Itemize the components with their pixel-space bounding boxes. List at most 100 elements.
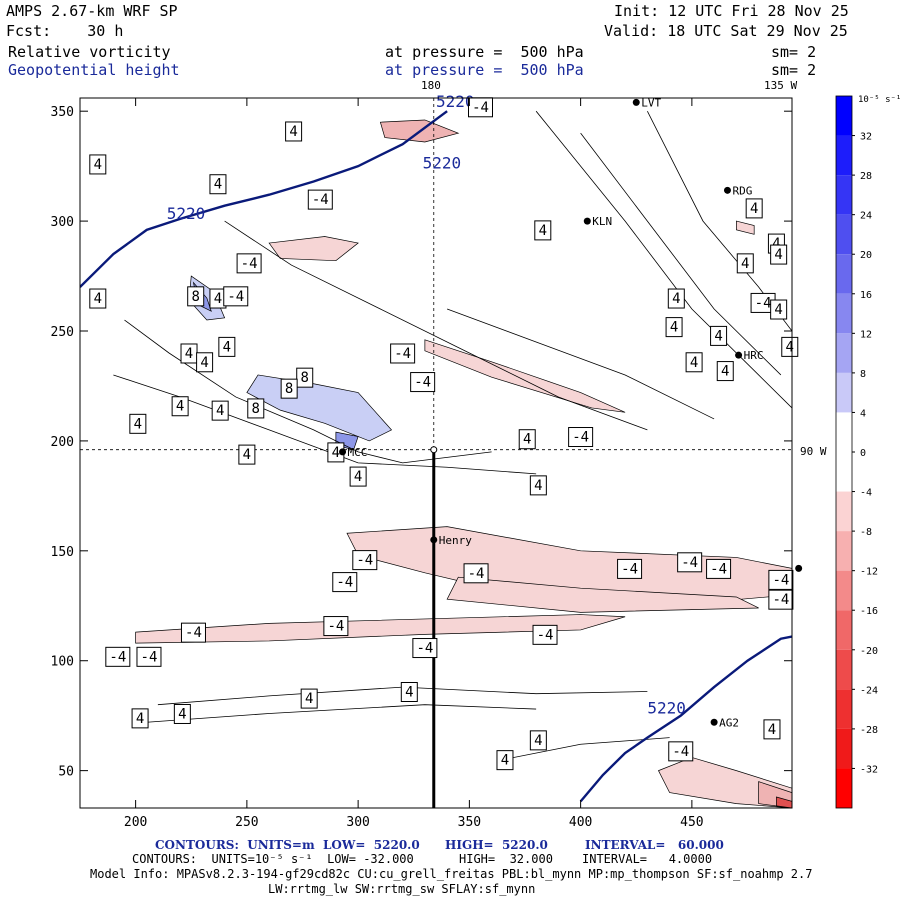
vorticity-label-box xyxy=(770,299,788,320)
vorticity-label-text: 4 xyxy=(523,432,531,448)
y-tick-label: 100 xyxy=(51,655,74,670)
colorbar-segment xyxy=(836,333,852,373)
vorticity-label-text: 4 xyxy=(539,223,547,239)
vorticity-label: 4 xyxy=(400,681,418,702)
vorticity-label: -4 xyxy=(236,253,262,274)
vorticity-label-text: 4 xyxy=(243,447,251,463)
vorticity-label: 4 xyxy=(238,444,256,465)
vorticity-label-text: -4 xyxy=(241,256,258,272)
vorticity-label-text: 4 xyxy=(721,364,729,380)
colorbar-segment xyxy=(836,491,852,532)
x-tick-label: 250 xyxy=(235,815,258,830)
colorbar-segment xyxy=(836,728,852,769)
vorticity-label-text: -4 xyxy=(472,100,489,116)
vorticity-label-box xyxy=(211,400,229,421)
vorticity-label: 4 xyxy=(209,174,227,195)
y-tick-label: 300 xyxy=(51,215,74,230)
height-contour-info-low: CONTOURS: UNITS=m LOW= 5220.0 xyxy=(155,838,420,852)
vorticity-label-box xyxy=(716,361,734,382)
vorticity-band-negative xyxy=(446,576,759,613)
colorbar-segment xyxy=(836,570,852,611)
vorticity-label: 4 xyxy=(131,708,149,729)
vorticity-label: 4 xyxy=(327,442,345,463)
vorticity-label: 4 xyxy=(763,719,781,740)
vorticity-label-text: -4 xyxy=(772,572,789,588)
vorticity-label-box xyxy=(89,154,107,175)
vorticity-label-text: -4 xyxy=(416,641,433,657)
colorbar-tick-label: 16 xyxy=(860,290,872,301)
vorticity-label-text: -4 xyxy=(772,592,789,608)
vorticity-label-text: 4 xyxy=(690,355,698,371)
field2-name: Geopotential height xyxy=(8,61,180,79)
meridian-180-label: 180 xyxy=(421,79,441,92)
colorbar-segment xyxy=(836,649,852,690)
station-marker xyxy=(583,217,591,225)
vorticity-label: 4 xyxy=(285,121,303,142)
vorticity-label-text: 4 xyxy=(774,302,782,318)
vorticity-label-box xyxy=(323,616,349,637)
geopotential-label: 5220 xyxy=(436,92,475,111)
vorticity-label-text: 4 xyxy=(741,256,749,272)
vorticity-contour-line xyxy=(113,374,537,475)
colorbar-segment xyxy=(836,610,852,650)
vorticity-label-box xyxy=(400,681,418,702)
vorticity-label: 4 xyxy=(770,299,788,320)
colorbar-tick-label: -12 xyxy=(860,567,878,578)
vorticity-label-box xyxy=(532,624,558,645)
vorticity-label-box xyxy=(763,719,781,740)
vorticity-label: -4 xyxy=(105,646,131,667)
vorticity-label: -4 xyxy=(463,563,489,584)
model-physics: LW:rrtmg_lw SW:rrtmg_sw SFLAY:sf_mynn xyxy=(268,882,536,896)
vorticity-label-box xyxy=(463,563,489,584)
station-marker xyxy=(710,718,718,726)
vorticity-label-box xyxy=(173,703,191,724)
geopotential-label: 5220 xyxy=(423,153,462,172)
vorticity-label-text: 4 xyxy=(714,328,722,344)
colorbar-segment xyxy=(836,293,852,334)
cross-section-origin xyxy=(430,446,438,454)
meridian-135-label: 135 W xyxy=(764,79,798,92)
height-contour-info-interval: INTERVAL= 60.000 xyxy=(585,838,724,852)
vorticity-label-text: 4 xyxy=(214,177,222,193)
colorbar-segment xyxy=(836,689,852,729)
colorbar-segment xyxy=(836,254,852,294)
vorticity-label-box xyxy=(105,646,131,667)
vorticity-label-text: 4 xyxy=(354,469,362,485)
colorbar-tick-label: 0 xyxy=(860,448,866,459)
vorticity-label-box xyxy=(196,352,214,373)
vorticity-label-text: -4 xyxy=(468,566,485,582)
valid-time: Valid: 18 UTC Sat 29 Nov 25 xyxy=(604,22,848,40)
vorticity-label-text: 4 xyxy=(774,247,782,263)
vorticity-label: 4 xyxy=(665,317,683,338)
vorticity-contour-line xyxy=(446,308,715,420)
vorticity-label-text: 4 xyxy=(94,157,102,173)
vorticity-label: 4 xyxy=(349,466,367,487)
vorticity-label: 4 xyxy=(667,288,685,309)
vorticity-label-text: 4 xyxy=(214,291,222,307)
vorticity-label-box xyxy=(332,572,358,593)
vorticity-label-text: -4 xyxy=(710,561,727,577)
vorticity-label: 4 xyxy=(173,703,191,724)
vorticity-label-box xyxy=(736,253,754,274)
vorticity-contour-line xyxy=(146,704,537,723)
vorticity-label-box xyxy=(129,413,147,434)
colorbar-segment xyxy=(836,175,852,215)
colorbar-tick-label: 24 xyxy=(860,211,872,222)
geopotential-contour-5220 xyxy=(80,110,448,288)
vorticity-label: -4 xyxy=(307,189,333,210)
vorticity-label-box xyxy=(745,198,763,219)
vorticity-label-box xyxy=(136,646,162,667)
geopotential-label: 5220 xyxy=(167,204,206,223)
colorbar-segment xyxy=(836,412,852,452)
vorticity-contour-info-low: CONTOURS: UNITS=10⁻⁵ s⁻¹ LOW= -32.000 xyxy=(132,852,414,866)
vorticity-label-text: 4 xyxy=(670,320,678,336)
vorticity-label-text: 8 xyxy=(301,370,309,386)
vorticity-label-text: 4 xyxy=(178,706,186,722)
vorticity-label-text: -4 xyxy=(141,649,158,665)
vorticity-label-box xyxy=(280,378,298,399)
vorticity-label-box xyxy=(710,325,728,346)
colorbar-tick-label: 32 xyxy=(860,132,872,143)
vorticity-label: 4 xyxy=(211,400,229,421)
height-contour-info-high: HIGH= 5220.0 xyxy=(445,838,548,852)
colorbar-segment xyxy=(836,135,852,176)
